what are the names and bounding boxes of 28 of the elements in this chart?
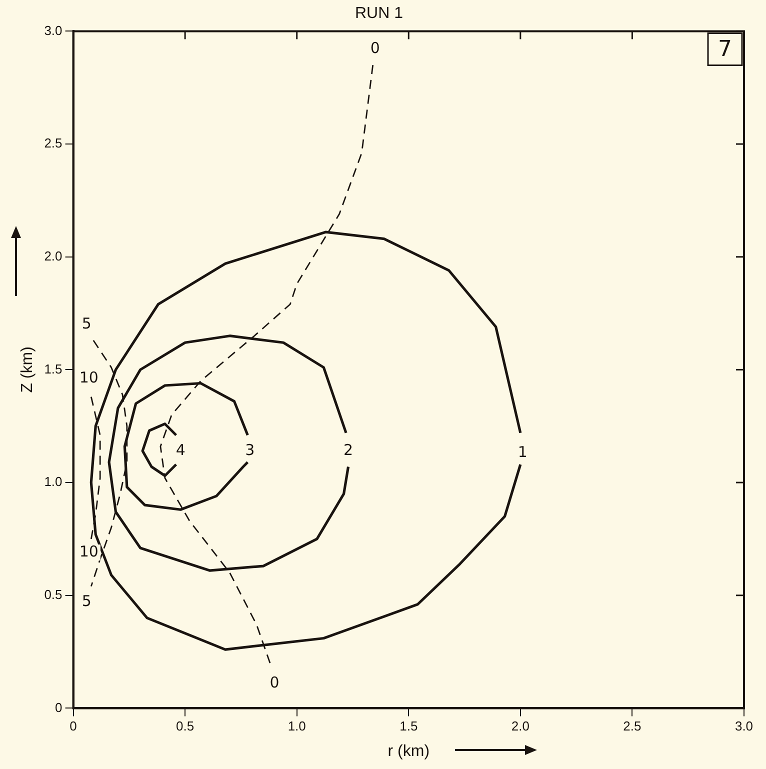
y-tick-label: 0 bbox=[55, 700, 62, 715]
x-tick-label: 2.0 bbox=[511, 718, 530, 734]
x-axis-title: r (km) bbox=[388, 742, 430, 760]
annotation: 1 bbox=[518, 443, 528, 462]
y-tick-label: 3.0 bbox=[44, 22, 62, 38]
annotation: 0 bbox=[370, 39, 380, 58]
x-tick-label: 2.5 bbox=[623, 718, 642, 734]
annotation: 5 bbox=[82, 314, 92, 332]
annotation: 10 bbox=[79, 542, 98, 560]
y-tick-label: 1.5 bbox=[44, 361, 62, 376]
annotation: 10 bbox=[79, 368, 98, 387]
y-tick-label: 0.5 bbox=[44, 586, 62, 602]
annotation: 5 bbox=[82, 592, 92, 610]
annotation: 7 bbox=[718, 36, 732, 62]
y-tick-label: 1.0 bbox=[44, 474, 62, 490]
y-tick-label: 2.0 bbox=[44, 248, 62, 264]
x-tick-label: 1.5 bbox=[400, 718, 418, 734]
annotation: 3 bbox=[245, 440, 255, 459]
annotation: 0 bbox=[270, 673, 280, 692]
x-tick-label: 3.0 bbox=[734, 718, 754, 734]
y-axis-title: Z (km) bbox=[19, 346, 36, 393]
x-tick-label: 0.5 bbox=[176, 718, 194, 734]
x-tick-label: 1.0 bbox=[288, 718, 306, 734]
x-tick-label: 0 bbox=[70, 718, 77, 734]
annotation: 2 bbox=[343, 440, 354, 459]
annotation: 4 bbox=[176, 440, 186, 459]
chart-title: RUN 1 bbox=[354, 5, 404, 22]
y-tick-label: 2.5 bbox=[44, 136, 62, 151]
